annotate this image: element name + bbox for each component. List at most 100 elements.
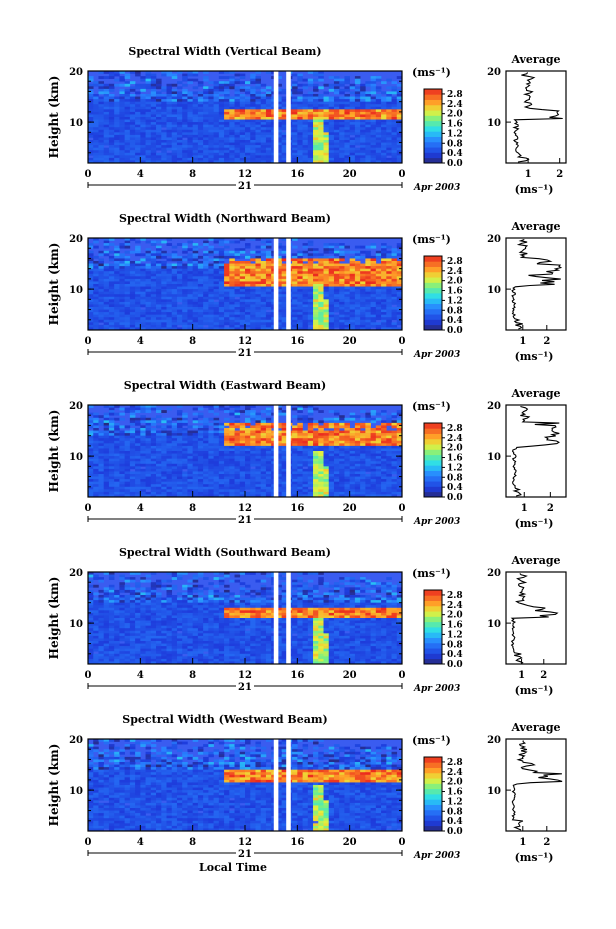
heat-cell bbox=[192, 453, 199, 457]
heat-cell bbox=[360, 99, 366, 102]
heat-cell bbox=[140, 104, 146, 108]
heat-cell bbox=[307, 322, 314, 326]
heat-cell bbox=[354, 101, 361, 105]
heat-cell bbox=[213, 263, 220, 267]
heat-cell bbox=[171, 245, 178, 249]
heat-cell bbox=[297, 435, 303, 439]
heat-cell bbox=[302, 417, 309, 421]
heat-cell bbox=[156, 440, 162, 444]
heat-cell bbox=[129, 314, 136, 318]
heat-cell bbox=[229, 140, 235, 143]
heat-cell bbox=[323, 140, 330, 143]
heat-cell bbox=[328, 319, 335, 323]
heat-cell bbox=[239, 314, 246, 318]
heat-cell bbox=[375, 106, 382, 110]
heat-cell bbox=[150, 147, 157, 151]
heat-cell bbox=[260, 137, 267, 141]
heat-cell bbox=[197, 296, 204, 300]
heat-cell bbox=[187, 322, 193, 326]
heat-cell bbox=[103, 271, 110, 275]
heat-cell bbox=[323, 91, 330, 95]
heat-cell bbox=[365, 453, 371, 457]
heat-cell bbox=[255, 458, 261, 462]
heat-cell bbox=[135, 438, 141, 442]
heat-cell bbox=[250, 317, 256, 321]
heat-cell bbox=[192, 420, 199, 424]
heat-cell bbox=[218, 268, 225, 272]
heat-cell bbox=[239, 317, 246, 321]
heat-cell bbox=[124, 129, 131, 133]
heat-cell bbox=[182, 453, 188, 457]
heat-cell bbox=[224, 104, 230, 108]
heat-cell bbox=[292, 111, 298, 115]
heat-cell bbox=[339, 152, 345, 156]
heat-cell bbox=[250, 433, 256, 436]
heat-cell bbox=[187, 433, 193, 436]
heat-cell bbox=[265, 319, 272, 323]
heat-cell bbox=[333, 160, 340, 164]
heat-cell bbox=[140, 122, 146, 125]
heat-cell bbox=[344, 114, 350, 118]
heat-cell bbox=[208, 124, 214, 128]
heat-cell bbox=[360, 145, 366, 148]
heat-cell bbox=[88, 83, 94, 87]
heat-cell bbox=[265, 152, 272, 156]
heat-cell bbox=[386, 294, 392, 298]
heat-cell bbox=[187, 271, 193, 275]
heat-cell bbox=[114, 440, 120, 444]
heat-cell bbox=[98, 258, 104, 262]
heat-cell bbox=[203, 271, 209, 275]
heat-cell bbox=[265, 134, 272, 138]
heat-cell bbox=[245, 160, 251, 164]
heat-cell bbox=[250, 304, 256, 308]
heat-cell bbox=[135, 284, 141, 287]
heat-cell bbox=[375, 145, 382, 148]
heat-cell bbox=[224, 445, 230, 449]
heat-cell bbox=[182, 458, 188, 462]
heat-cell bbox=[192, 106, 199, 110]
heat-cell bbox=[197, 443, 204, 447]
heat-cell bbox=[213, 453, 220, 457]
heat-cell bbox=[182, 145, 188, 148]
heat-cell bbox=[302, 304, 309, 308]
heat-cell bbox=[239, 101, 246, 105]
heat-cell bbox=[381, 440, 387, 444]
heat-cell bbox=[176, 428, 183, 431]
heat-cell bbox=[182, 150, 188, 154]
heat-cell bbox=[135, 117, 141, 120]
heat-cell bbox=[156, 160, 162, 164]
panel-1: Spectral Width (Northward Beam)1020Heigh… bbox=[47, 212, 567, 363]
heat-cell bbox=[250, 456, 256, 459]
heat-cell bbox=[156, 263, 162, 267]
heat-cell bbox=[150, 273, 157, 277]
heat-cell bbox=[239, 266, 246, 269]
heat-cell bbox=[213, 124, 220, 128]
heat-cell bbox=[375, 147, 382, 151]
heat-cell bbox=[161, 324, 167, 328]
heat-cell bbox=[297, 73, 303, 77]
heat-cell bbox=[124, 147, 131, 151]
heat-cell bbox=[386, 142, 392, 146]
heat-cell bbox=[255, 284, 261, 287]
average-y-tick-label: 10 bbox=[487, 285, 501, 296]
heat-cell bbox=[140, 109, 146, 113]
heat-cell bbox=[260, 458, 267, 462]
heat-cell bbox=[250, 142, 256, 146]
heat-cell bbox=[313, 276, 319, 280]
heat-cell bbox=[255, 319, 261, 323]
heat-cell bbox=[375, 111, 382, 115]
heat-cell bbox=[135, 322, 141, 326]
heat-cell bbox=[140, 140, 146, 143]
heat-cell bbox=[145, 438, 152, 442]
heat-cell bbox=[354, 322, 361, 326]
heat-cell bbox=[281, 142, 288, 146]
heat-cell bbox=[229, 150, 235, 154]
heat-cell bbox=[313, 119, 319, 123]
heat-cell bbox=[93, 284, 99, 287]
heat-cell bbox=[156, 245, 162, 249]
heat-cell bbox=[313, 132, 319, 136]
heat-cell bbox=[218, 134, 225, 138]
heat-cell bbox=[229, 324, 235, 328]
heat-cell bbox=[234, 81, 241, 85]
heat-cell bbox=[140, 407, 146, 411]
